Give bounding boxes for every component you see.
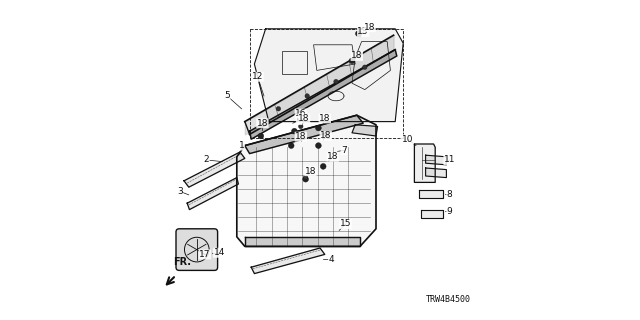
Circle shape xyxy=(303,176,308,182)
Circle shape xyxy=(316,143,321,148)
Text: 9: 9 xyxy=(447,207,452,216)
Text: 16: 16 xyxy=(295,109,307,118)
Text: 3: 3 xyxy=(177,187,182,196)
Text: 13: 13 xyxy=(358,28,369,36)
Polygon shape xyxy=(245,237,360,246)
Text: TRW4B4500: TRW4B4500 xyxy=(426,295,470,304)
Text: 4: 4 xyxy=(328,255,334,264)
Text: 18: 18 xyxy=(351,52,362,60)
Text: 1: 1 xyxy=(239,141,244,150)
Polygon shape xyxy=(184,152,245,187)
Polygon shape xyxy=(251,248,325,274)
Text: 17: 17 xyxy=(199,250,211,259)
Circle shape xyxy=(334,79,339,84)
Circle shape xyxy=(316,125,321,131)
Polygon shape xyxy=(426,155,447,165)
Circle shape xyxy=(292,128,297,134)
Circle shape xyxy=(362,65,367,69)
Polygon shape xyxy=(245,115,364,154)
FancyBboxPatch shape xyxy=(176,229,218,270)
Polygon shape xyxy=(250,50,397,139)
Text: 10: 10 xyxy=(403,135,413,144)
Circle shape xyxy=(298,124,303,129)
Text: 18: 18 xyxy=(319,114,330,123)
Text: 12: 12 xyxy=(252,72,263,81)
Circle shape xyxy=(276,107,280,111)
Text: 15: 15 xyxy=(340,220,351,228)
Text: 14: 14 xyxy=(214,248,225,257)
Text: 18: 18 xyxy=(305,167,316,176)
Circle shape xyxy=(258,133,264,139)
Polygon shape xyxy=(254,29,403,122)
Text: 7: 7 xyxy=(341,146,347,155)
Circle shape xyxy=(305,94,310,98)
Circle shape xyxy=(324,132,329,137)
Polygon shape xyxy=(419,190,443,198)
Text: 5: 5 xyxy=(225,92,230,100)
Text: 18: 18 xyxy=(320,132,332,140)
Text: 18: 18 xyxy=(257,119,268,128)
Text: 18: 18 xyxy=(298,114,310,123)
Circle shape xyxy=(356,31,361,36)
Text: 18: 18 xyxy=(327,152,339,161)
Polygon shape xyxy=(421,210,443,218)
Circle shape xyxy=(321,164,326,169)
Polygon shape xyxy=(426,168,447,178)
Text: 2: 2 xyxy=(204,156,209,164)
Polygon shape xyxy=(237,115,376,246)
Polygon shape xyxy=(415,144,435,182)
Polygon shape xyxy=(187,178,239,210)
Circle shape xyxy=(349,58,355,64)
Circle shape xyxy=(303,175,308,180)
Polygon shape xyxy=(352,125,378,136)
Text: 11: 11 xyxy=(444,156,455,164)
Text: 18: 18 xyxy=(364,23,375,32)
Text: 18: 18 xyxy=(295,132,307,141)
Text: FR.: FR. xyxy=(173,257,191,267)
Text: 6: 6 xyxy=(296,116,302,124)
Circle shape xyxy=(288,143,294,148)
Text: 8: 8 xyxy=(447,190,452,199)
